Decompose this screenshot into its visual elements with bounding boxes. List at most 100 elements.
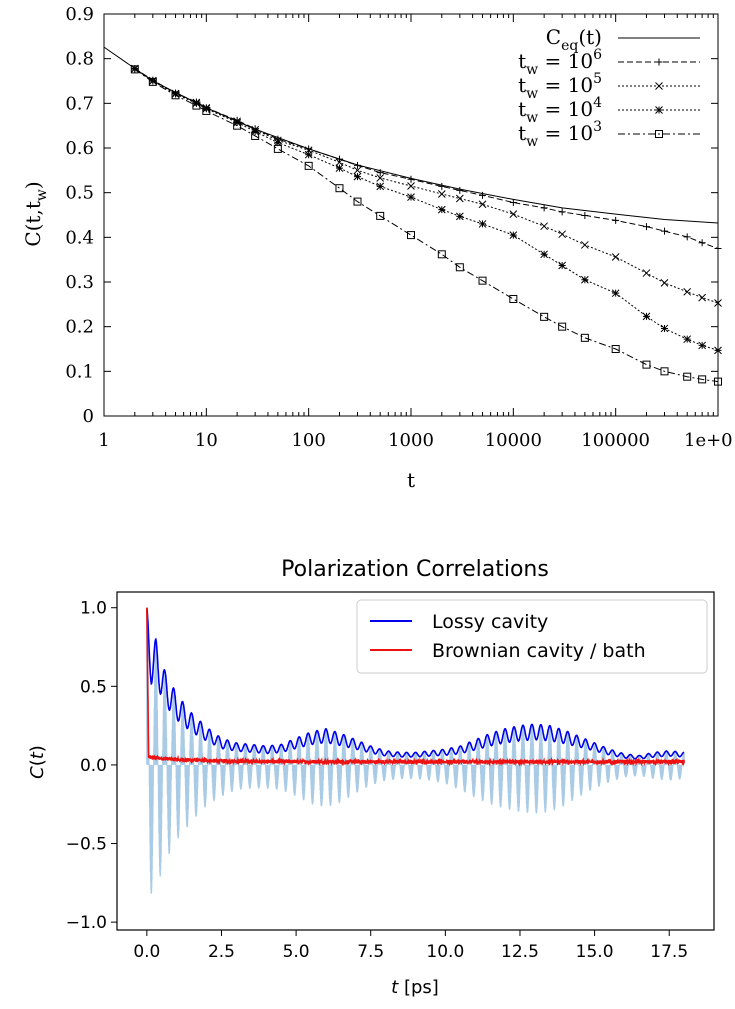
y-tick-label: 0: [83, 406, 94, 427]
x-tick-label: 12.5: [501, 942, 539, 962]
legend-label: Ceq(t): [546, 25, 602, 54]
data-point: [683, 335, 692, 344]
series-line: [134, 68, 719, 383]
y-axis-label: C(t): [27, 745, 48, 779]
data-point: [698, 375, 707, 384]
data-point: [509, 210, 518, 218]
y-tick-label: 0.5: [65, 183, 94, 204]
data-point: [456, 186, 464, 194]
data-point: [353, 197, 362, 206]
data-point: [558, 261, 567, 270]
data-point: [698, 239, 706, 247]
data-point: [353, 172, 362, 181]
data-point: [660, 324, 669, 333]
data-point: [540, 204, 548, 212]
data-point: [698, 293, 707, 302]
data-point: [202, 104, 211, 113]
chart-title: Polarization Correlations: [281, 557, 549, 582]
data-point: [192, 99, 201, 108]
data-point: [714, 346, 722, 355]
data-point: [581, 275, 589, 284]
y-tick-label: 0.0: [80, 756, 107, 776]
data-point: [148, 77, 157, 85]
data-point: [437, 250, 446, 259]
data-point: [335, 184, 344, 193]
data-point: [540, 250, 548, 259]
series-line: [134, 68, 719, 249]
y-tick-label: 0.2: [65, 317, 94, 338]
legend-label: tw = 104: [518, 95, 602, 126]
y-tick-label: 0.4: [65, 227, 94, 248]
y-tick-label: 0.6: [65, 138, 94, 159]
data-point: [558, 208, 566, 216]
oscillation-band: [146, 607, 685, 894]
plot-frame: [116, 591, 715, 931]
y-tick-label: −1.0: [66, 913, 107, 933]
y-tick-label: 0.3: [65, 272, 94, 293]
data-point: [335, 164, 344, 172]
data-point: [478, 276, 487, 285]
data-point: [273, 144, 282, 153]
legend-box: [356, 599, 708, 674]
data-point: [335, 155, 343, 163]
x-axis-ticks: 0.0 2.5 5.0 7.5 10.0 12.5 15.0 17.5: [133, 930, 688, 962]
x-tick-label: 100: [291, 430, 325, 451]
brownian-cavity-line: [146, 607, 685, 767]
data-point: [437, 205, 446, 214]
data-point: [130, 65, 139, 74]
data-point: [437, 190, 446, 198]
data-point: [509, 198, 517, 206]
data-point: [479, 191, 487, 199]
x-tick-label: 10: [195, 430, 218, 451]
data-point: [611, 345, 620, 353]
y-tick-label: 0.8: [65, 49, 94, 70]
data-point: [171, 91, 180, 100]
data-point: [540, 222, 548, 231]
legend-label: Lossy cavity: [432, 611, 548, 633]
data-point: [376, 182, 385, 191]
x-tick-label: 1: [98, 430, 109, 451]
data-point: [714, 299, 722, 307]
y-tick-label: −0.5: [66, 835, 107, 855]
series-markers: [130, 64, 722, 386]
data-point: [202, 106, 211, 115]
x-axis-label: t [ps]: [391, 977, 439, 998]
data-point: [407, 182, 415, 190]
data-point: [171, 90, 180, 98]
data-point: [130, 65, 139, 73]
data-point: [642, 223, 650, 231]
legend-label: Brownian cavity / bath: [432, 640, 646, 662]
data-point: [455, 212, 464, 221]
x-tick-label: 100000: [581, 430, 650, 451]
data-point: [251, 131, 260, 140]
data-point: [683, 372, 692, 381]
data-point: [407, 193, 415, 201]
data-point: [407, 175, 415, 183]
polarization-correlation-chart: Polarization Correlations −1.0 −0.5 0.0 0.5…: [27, 557, 715, 998]
y-tick-label: 1.0: [80, 599, 107, 619]
data-point: [353, 161, 361, 169]
lossy-cavity-line: [146, 607, 685, 760]
legend-label: tw = 105: [518, 71, 602, 102]
data-point: [540, 312, 549, 321]
data-point: [683, 233, 691, 241]
series-line: [134, 68, 719, 304]
data-point: [655, 106, 663, 114]
data-point: [714, 245, 722, 252]
data-point: [478, 220, 487, 228]
data-point: [376, 211, 385, 220]
data-point: [335, 158, 344, 167]
data-point: [683, 287, 692, 296]
aging-correlation-chart: 00.10.20.30.40.50.60.70.80.9 1 10 100 1000 1…: [21, 4, 733, 492]
series-line: [146, 607, 685, 760]
x-tick-label: 10.0: [426, 942, 464, 962]
data-point: [455, 194, 464, 203]
x-tick-label: 2.5: [208, 942, 235, 962]
data-point: [655, 58, 663, 66]
y-tick-label: 0.7: [65, 93, 94, 114]
x-tick-label: 5.0: [283, 942, 310, 962]
x-axis-ticks: 1 10 100 1000 10000 100000 1e+0: [98, 14, 733, 451]
data-point: [438, 182, 446, 190]
data-point: [192, 101, 201, 110]
